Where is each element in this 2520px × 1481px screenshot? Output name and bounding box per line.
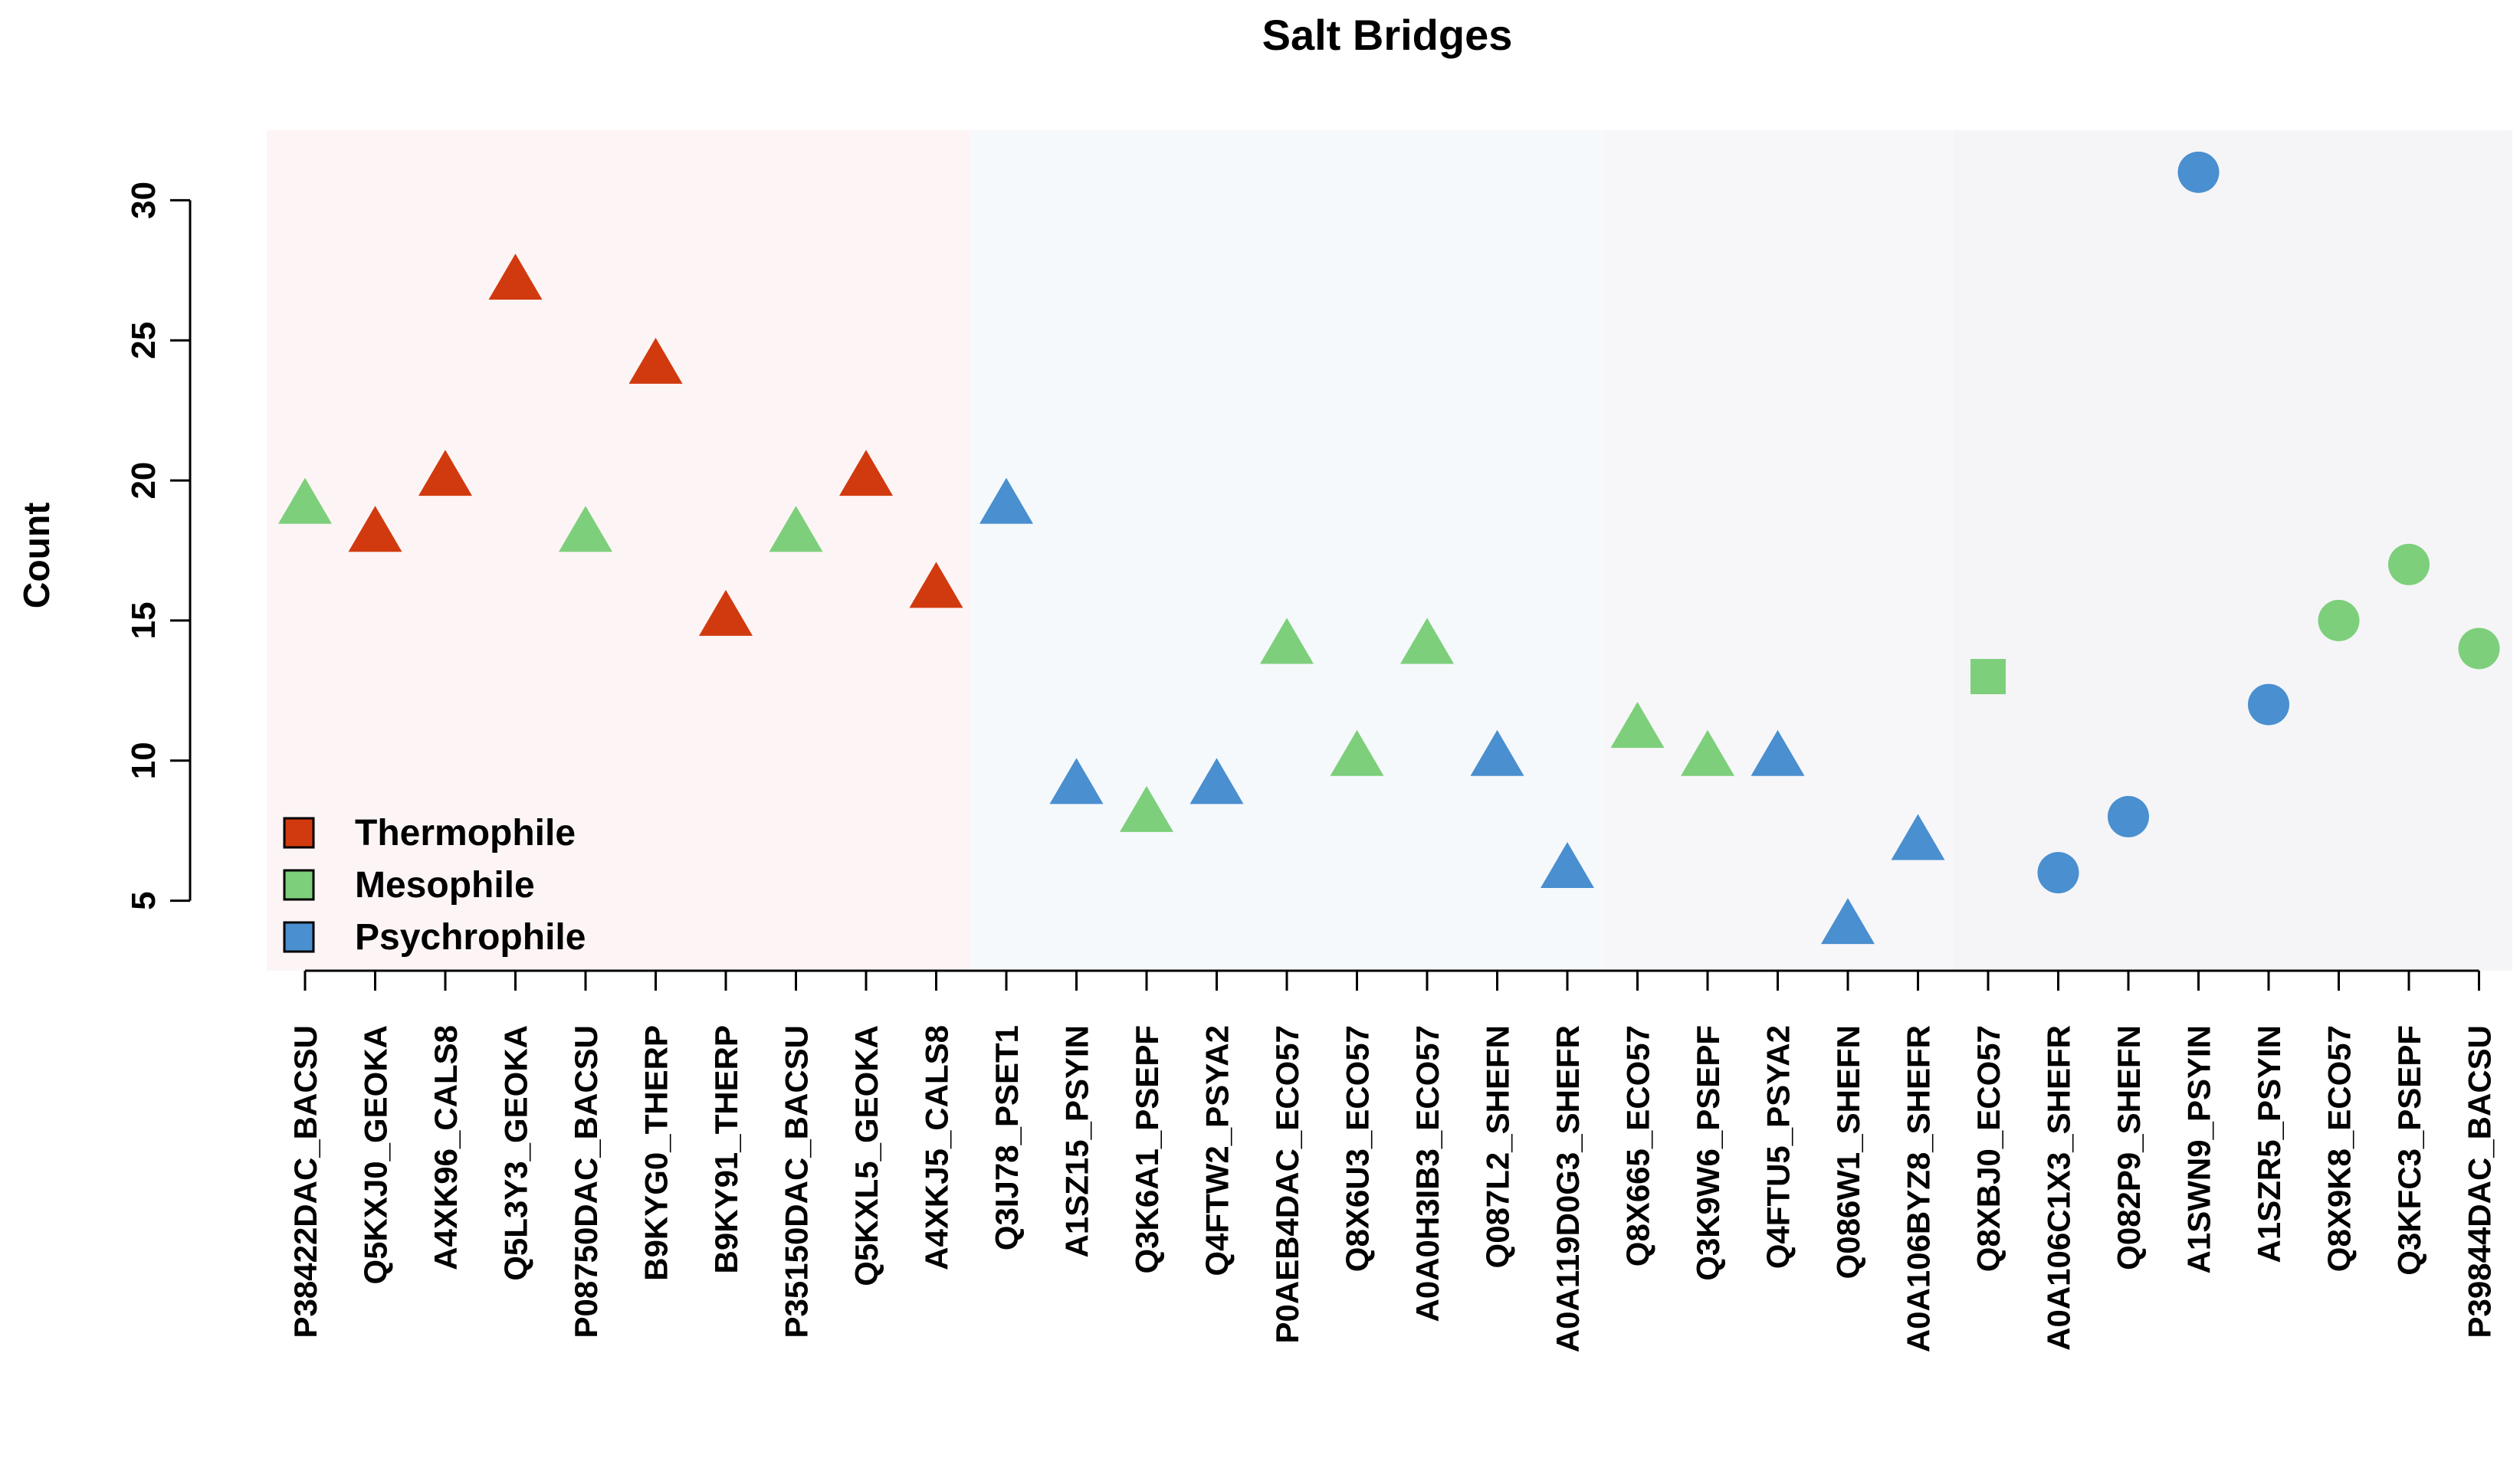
x-tick-label: P35150DAC_BACSU xyxy=(779,1025,815,1338)
x-tick-label: A1SZ15_PSYIN xyxy=(1059,1025,1095,1257)
x-tick-label: Q5L3Y3_GEOKA xyxy=(498,1025,534,1281)
data-point-triangle xyxy=(1891,814,1945,860)
data-point-circle xyxy=(2037,852,2079,894)
y-tick-label: 10 xyxy=(125,742,162,779)
x-tick-label: Q087L2_SHEFN xyxy=(1480,1025,1516,1268)
x-tick-label: Q8XBJ0_ECO57 xyxy=(1970,1025,2006,1272)
x-tick-label: Q8X9K8_ECO57 xyxy=(2321,1025,2358,1272)
data-point-triangle xyxy=(1120,785,1173,832)
legend-swatch xyxy=(283,921,315,953)
x-tick-label: P39844DAC_BACSU xyxy=(2462,1025,2498,1338)
data-point-triangle xyxy=(1330,729,1384,776)
data-point-circle xyxy=(2458,627,2500,670)
legend-label: Psychrophile xyxy=(355,917,586,958)
x-tick-label: P38422DAC_BACSU xyxy=(287,1025,323,1338)
background-band xyxy=(971,130,1603,971)
y-tick-label: 15 xyxy=(125,601,162,639)
background-band xyxy=(1953,130,2512,971)
x-tick-label: P08750DAC_BACSU xyxy=(568,1025,604,1338)
y-axis-label: Count xyxy=(17,503,57,609)
data-point-triangle xyxy=(839,450,893,496)
data-point-triangle xyxy=(559,506,612,552)
data-point-triangle xyxy=(1049,758,1104,804)
data-point-triangle xyxy=(1260,618,1314,664)
x-tick-label: Q8X665_ECO57 xyxy=(1620,1025,1656,1266)
chart-title: Salt Bridges xyxy=(1262,11,1513,59)
data-point-triangle xyxy=(1189,758,1244,804)
data-point-triangle xyxy=(278,477,332,524)
x-tick-label: A4XKJ5_CALS8 xyxy=(919,1025,955,1270)
background-band xyxy=(1602,130,1954,971)
x-tick-label: B9KY91_THERP xyxy=(708,1025,744,1273)
x-tick-label: Q3K6A1_PSEPF xyxy=(1129,1025,1165,1273)
data-point-triangle xyxy=(769,506,823,552)
x-tick-label: B9KYG0_THERP xyxy=(638,1025,674,1281)
x-tick-label: Q4FTU5_PSYA2 xyxy=(1760,1025,1796,1269)
data-point-triangle xyxy=(1821,898,1875,945)
data-point-triangle xyxy=(979,477,1033,524)
data-point-triangle xyxy=(348,506,402,552)
x-tick-label: A0A119D0G3_SHEFR xyxy=(1550,1025,1586,1352)
data-point-circle xyxy=(2318,599,2360,641)
x-tick-label: Q3IJ78_PSET1 xyxy=(989,1025,1025,1250)
data-point-triangle xyxy=(418,450,472,496)
x-tick-label: Q5KXJ0_GEOKA xyxy=(358,1025,394,1284)
x-tick-label: Q3KFC3_PSEPF xyxy=(2391,1025,2427,1276)
x-tick-label: Q082P9_SHEFN xyxy=(2111,1025,2147,1270)
data-point-triangle xyxy=(1400,618,1454,664)
y-tick-label: 5 xyxy=(125,891,162,909)
data-point-triangle xyxy=(699,589,753,636)
y-tick-label: 30 xyxy=(125,182,162,219)
data-point-triangle xyxy=(1610,702,1665,749)
data-points xyxy=(278,151,2500,945)
x-tick-label: A0A0H3IB3_ECO57 xyxy=(1409,1025,1445,1322)
legend-swatch xyxy=(283,869,315,901)
data-point-triangle xyxy=(488,254,543,300)
x-tick-label: A1SWN9_PSYIN xyxy=(2181,1025,2217,1273)
legend-swatch xyxy=(283,817,315,849)
data-point-triangle xyxy=(1681,729,1734,776)
x-tick-label: A0A106C1X3_SHEFR xyxy=(2041,1025,2077,1351)
data-point-circle xyxy=(2248,683,2289,726)
data-point-circle xyxy=(2177,151,2220,193)
y-tick-label: 20 xyxy=(125,462,162,500)
data-point-triangle xyxy=(1470,729,1524,776)
x-tick-label: A1SZR5_PSYIN xyxy=(2251,1025,2287,1263)
x-tick-label: Q3K9W6_PSEPF xyxy=(1690,1025,1726,1281)
data-point-square xyxy=(1970,659,2006,695)
x-axis: P38422DAC_BACSU Q5KXJ0_GEOKA A4XK96_CALS8 Q… xyxy=(287,969,2498,1352)
data-point-triangle xyxy=(628,337,683,384)
x-tick-label: Q5KXL5_GEOKA xyxy=(848,1025,884,1286)
y-tick-label: 25 xyxy=(125,322,162,359)
x-tick-label: Q086W1_SHEFN xyxy=(1830,1025,1866,1279)
data-point-circle xyxy=(2388,543,2430,585)
data-point-triangle xyxy=(909,562,963,608)
legend-label: Mesophile xyxy=(355,865,535,906)
data-point-triangle xyxy=(1541,842,1594,889)
x-tick-label: Q4FTW2_PSYA2 xyxy=(1199,1025,1235,1276)
legend-label: Thermophile xyxy=(355,813,576,854)
x-tick-label: A0A106BYZ8_SHEFR xyxy=(1901,1025,1937,1352)
x-tick-label: P0AEB4DAC_ECO57 xyxy=(1269,1025,1305,1344)
x-tick-label: Q8X6U3_ECO57 xyxy=(1340,1025,1376,1272)
y-axis: 5 10 15 20 25 30 xyxy=(125,182,192,910)
data-point-triangle xyxy=(1751,729,1805,776)
x-tick-label: A4XK96_CALS8 xyxy=(428,1025,464,1270)
data-point-circle xyxy=(2108,795,2149,837)
legend: Thermophile Mesophile Psychrophile xyxy=(283,813,586,958)
background-bands xyxy=(267,130,2512,971)
